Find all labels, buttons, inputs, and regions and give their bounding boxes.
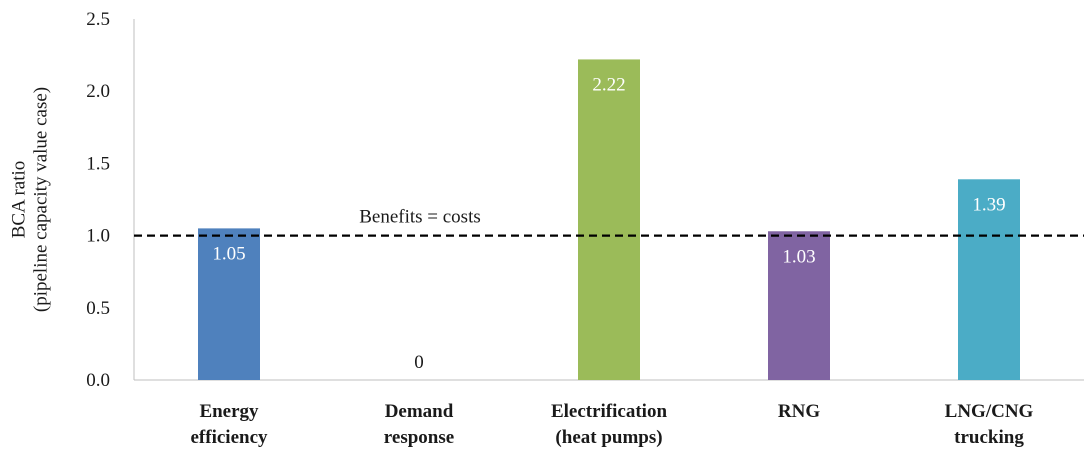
x-category-label: Demand	[385, 401, 454, 422]
y-tick-label: 1.0	[86, 226, 110, 247]
y-tick-label: 2.0	[86, 81, 110, 102]
x-category-label: response	[384, 427, 454, 448]
y-tick-label: 0.5	[86, 298, 110, 319]
bars	[198, 59, 1020, 380]
x-category-label: Electrification	[551, 401, 668, 422]
bar-data-label: 1.03	[782, 246, 815, 267]
y-axis-title: BCA ratio (pipeline capacity value case)	[8, 87, 51, 312]
y-axis-ticks: 0.0 0.5 1.0 1.5 2.0 2.5	[86, 9, 110, 391]
y-axis-title-line: BCA ratio	[8, 161, 29, 239]
bar	[768, 231, 830, 380]
bar-data-label: 2.22	[592, 74, 625, 95]
x-category-label: efficiency	[190, 427, 268, 448]
x-category-label: Energy	[199, 401, 259, 422]
bar	[958, 179, 1020, 380]
bar	[198, 228, 260, 380]
bar	[578, 59, 640, 380]
y-tick-label: 0.0	[86, 370, 110, 391]
data-labels: 1.05 0 2.22 1.03 1.39	[212, 74, 1005, 373]
x-category-label: LNG/CNG	[945, 401, 1034, 422]
reference-line-group: Benefits = costs	[134, 207, 1084, 237]
reference-line-label: Benefits = costs	[359, 207, 481, 228]
y-tick-label: 1.5	[86, 153, 110, 174]
bar-data-label: 0	[414, 352, 424, 373]
category-labels: Energy efficiency Demand response Electrific…	[190, 401, 1033, 448]
x-category-label: trucking	[954, 427, 1024, 448]
bar-data-label: 1.39	[972, 194, 1005, 215]
bar-data-label: 1.05	[212, 243, 245, 264]
x-category-label: (heat pumps)	[555, 427, 662, 448]
y-axis-title-line: (pipeline capacity value case)	[30, 87, 51, 312]
x-category-label: RNG	[778, 401, 820, 422]
y-tick-label: 2.5	[86, 9, 110, 30]
